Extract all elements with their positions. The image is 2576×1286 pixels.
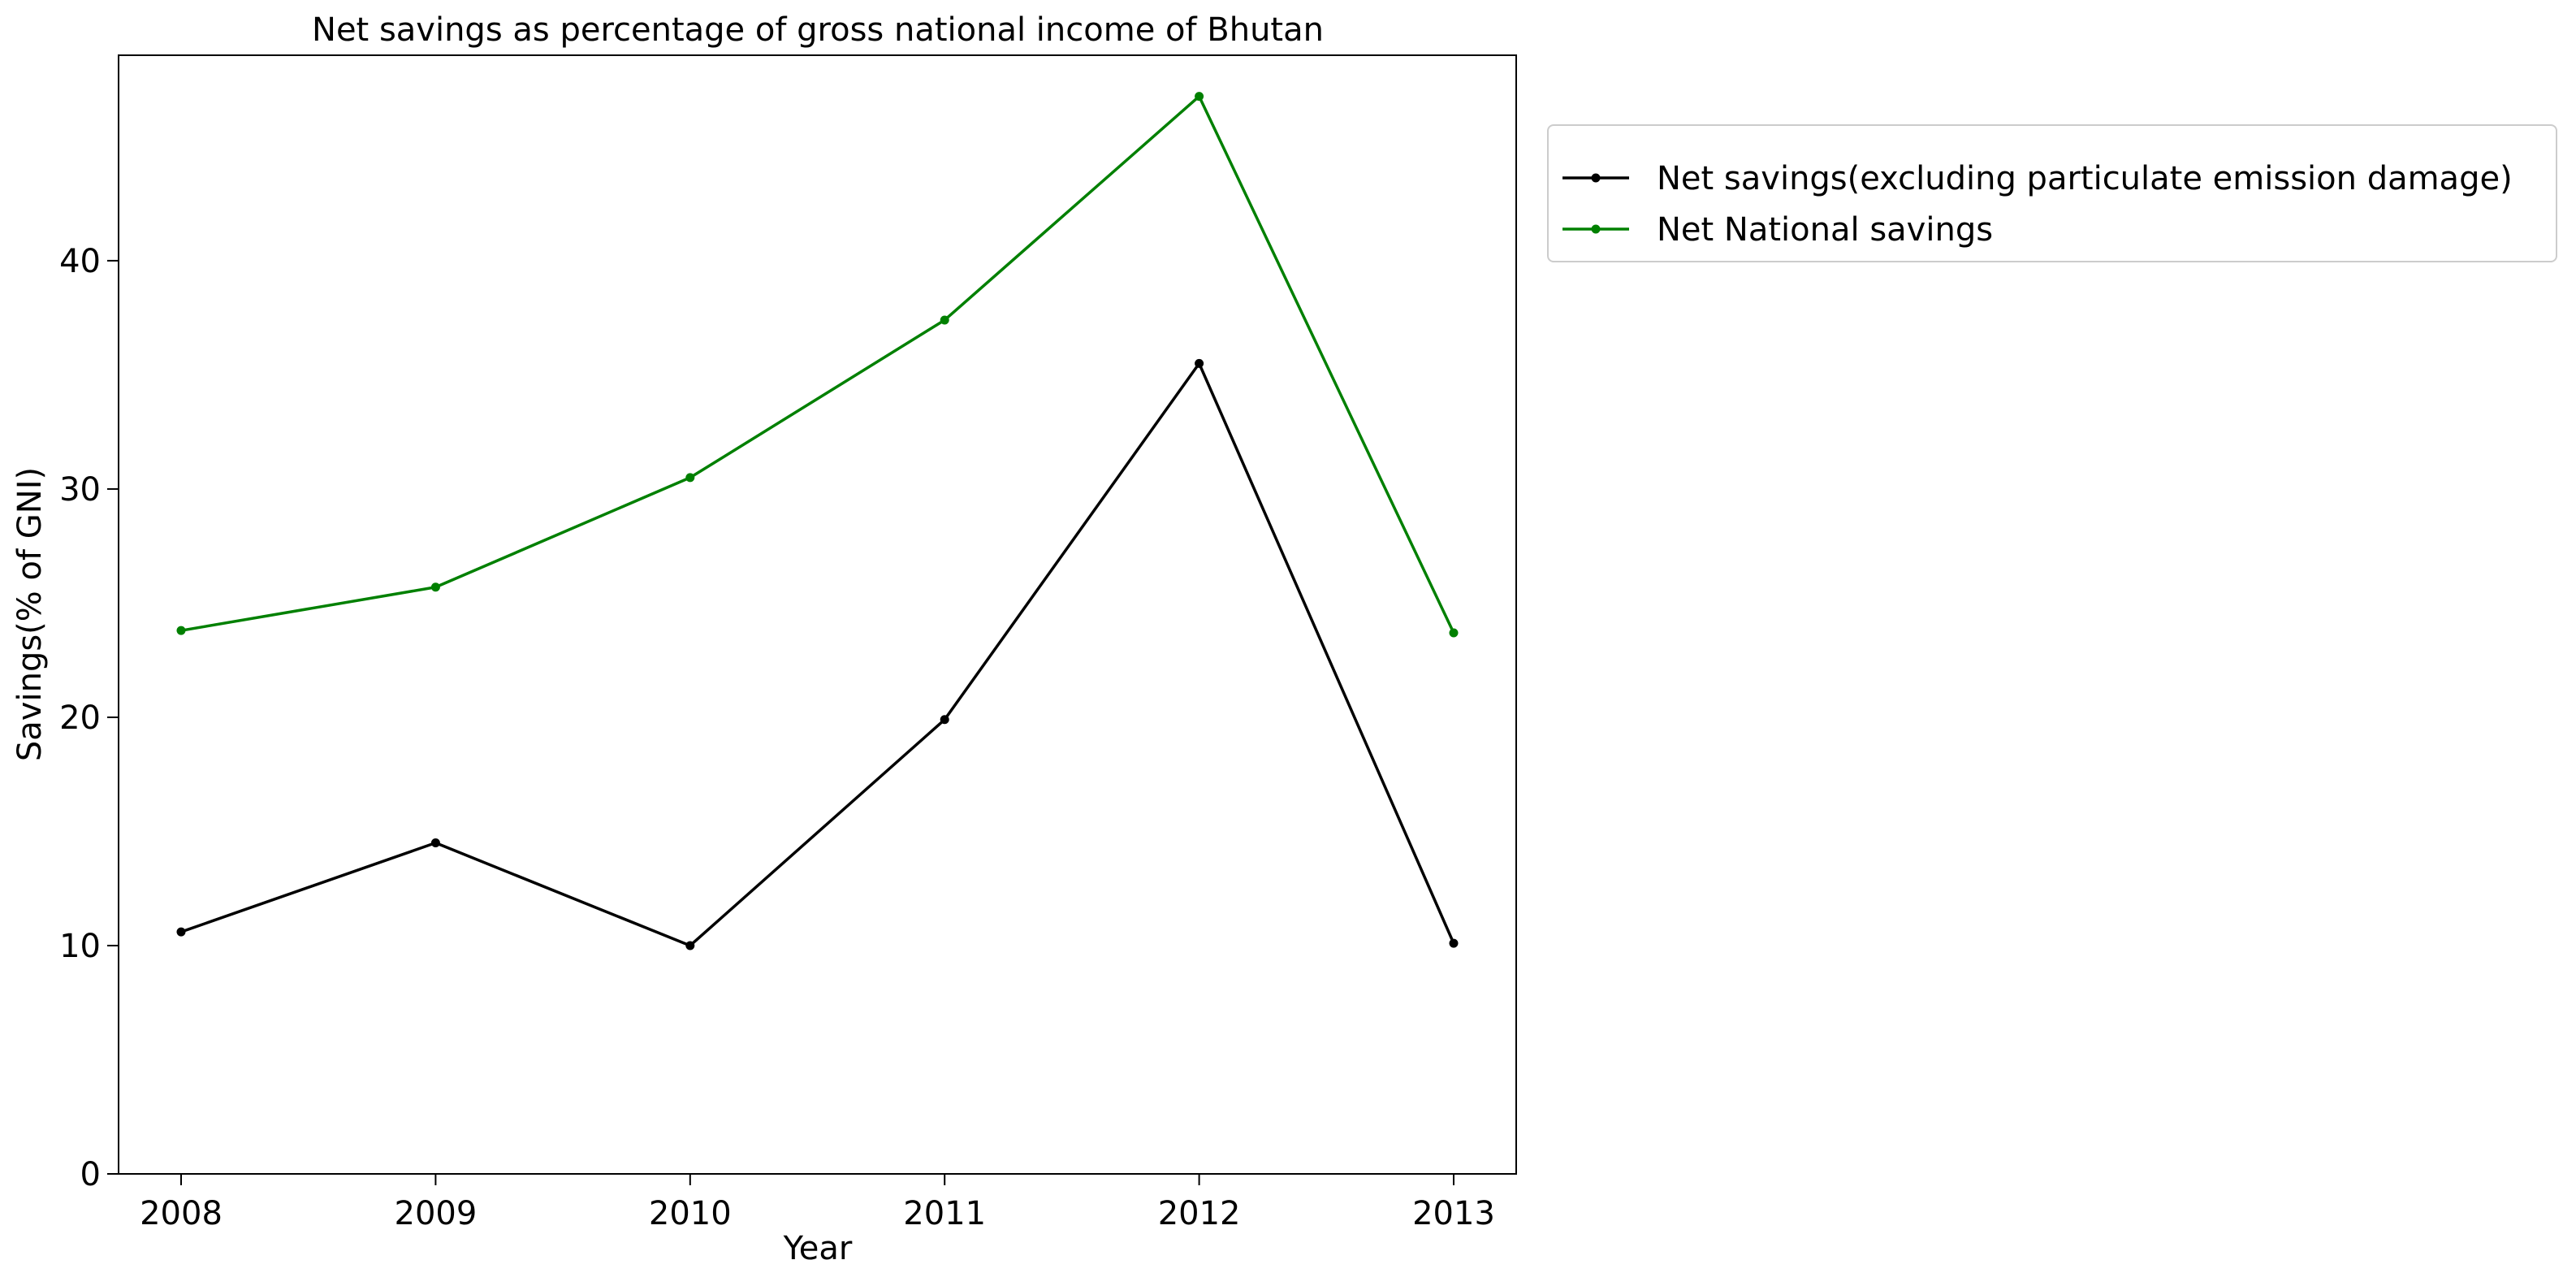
series-line: [180, 94, 1455, 634]
data-point: [1449, 938, 1459, 948]
data-point: [685, 473, 695, 483]
legend-label: Net National savings: [1657, 211, 1993, 249]
y-axis-label: Savings(% of GNI): [11, 467, 49, 761]
legend-entry: Net savings(excluding particulate emissi…: [1562, 160, 2513, 197]
y-tick-label: 20: [59, 699, 101, 737]
series-layer: [176, 92, 1459, 950]
plot-area-frame: [118, 54, 1517, 1175]
legend-marker: [1591, 224, 1601, 234]
data-point: [1195, 358, 1204, 368]
x-axis: 2008 2009 2010 2011 2012 2013: [140, 1174, 1495, 1232]
y-tick-label: 10: [59, 928, 101, 965]
data-point: [1195, 92, 1204, 102]
series-line: [180, 362, 1455, 947]
data-point: [430, 582, 440, 592]
x-tick-label: 2011: [903, 1195, 986, 1232]
x-axis-label: Year: [783, 1230, 853, 1267]
x-tick-label: 2012: [1158, 1195, 1241, 1232]
y-axis: 0 10 20 30 40: [59, 243, 119, 1193]
data-point: [430, 838, 440, 848]
x-tick-label: 2009: [395, 1195, 478, 1232]
legend: Net savings(excluding particulate emissi…: [1547, 124, 2557, 262]
x-tick-label: 2010: [649, 1195, 732, 1232]
data-point: [685, 941, 695, 950]
legend-label: Net savings(excluding particulate emissi…: [1657, 160, 2513, 197]
series-1: [176, 358, 1459, 950]
data-point: [940, 715, 949, 725]
data-point: [176, 626, 186, 635]
legend-frame: [1547, 124, 2557, 262]
y-tick-label: 40: [59, 243, 101, 280]
data-point: [176, 927, 186, 937]
legend-entries: Net savings(excluding particulate emissi…: [1562, 160, 2513, 249]
series-2: [176, 92, 1459, 638]
y-tick-label: 0: [80, 1156, 101, 1193]
legend-marker: [1591, 173, 1601, 183]
legend-entry: Net National savings: [1562, 211, 1993, 249]
x-tick-label: 2013: [1412, 1195, 1495, 1232]
data-point: [1449, 628, 1459, 638]
y-tick-label: 30: [59, 471, 101, 509]
data-point: [940, 315, 949, 325]
chart-title: Net savings as percentage of gross natio…: [312, 11, 1324, 49]
x-tick-label: 2008: [140, 1195, 223, 1232]
